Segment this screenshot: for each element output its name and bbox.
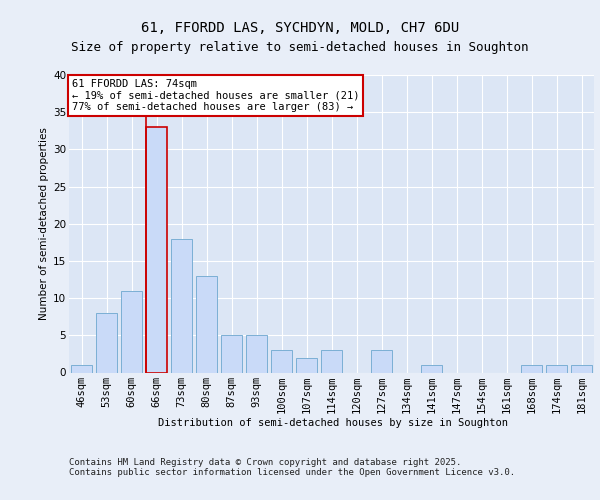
Bar — [121, 290, 142, 372]
Text: Distribution of semi-detached houses by size in Soughton: Distribution of semi-detached houses by … — [158, 418, 508, 428]
Bar — [171, 238, 192, 372]
Text: Contains HM Land Registry data © Crown copyright and database right 2025.
Contai: Contains HM Land Registry data © Crown c… — [69, 458, 515, 477]
Text: 61, FFORDD LAS, SYCHDYN, MOLD, CH7 6DU: 61, FFORDD LAS, SYCHDYN, MOLD, CH7 6DU — [141, 20, 459, 34]
Bar — [271, 350, 292, 372]
Bar — [296, 358, 317, 372]
Bar — [196, 276, 217, 372]
Bar — [71, 365, 92, 372]
Bar — [321, 350, 342, 372]
Bar — [246, 336, 267, 372]
Bar — [371, 350, 392, 372]
Bar — [421, 365, 442, 372]
Text: 61 FFORDD LAS: 74sqm
← 19% of semi-detached houses are smaller (21)
77% of semi-: 61 FFORDD LAS: 74sqm ← 19% of semi-detac… — [71, 78, 359, 112]
Bar — [96, 313, 117, 372]
Bar — [146, 127, 167, 372]
Bar — [221, 336, 242, 372]
Bar — [521, 365, 542, 372]
Y-axis label: Number of semi-detached properties: Number of semi-detached properties — [39, 128, 49, 320]
Bar — [571, 365, 592, 372]
Bar — [546, 365, 567, 372]
Text: Size of property relative to semi-detached houses in Soughton: Size of property relative to semi-detach… — [71, 41, 529, 54]
